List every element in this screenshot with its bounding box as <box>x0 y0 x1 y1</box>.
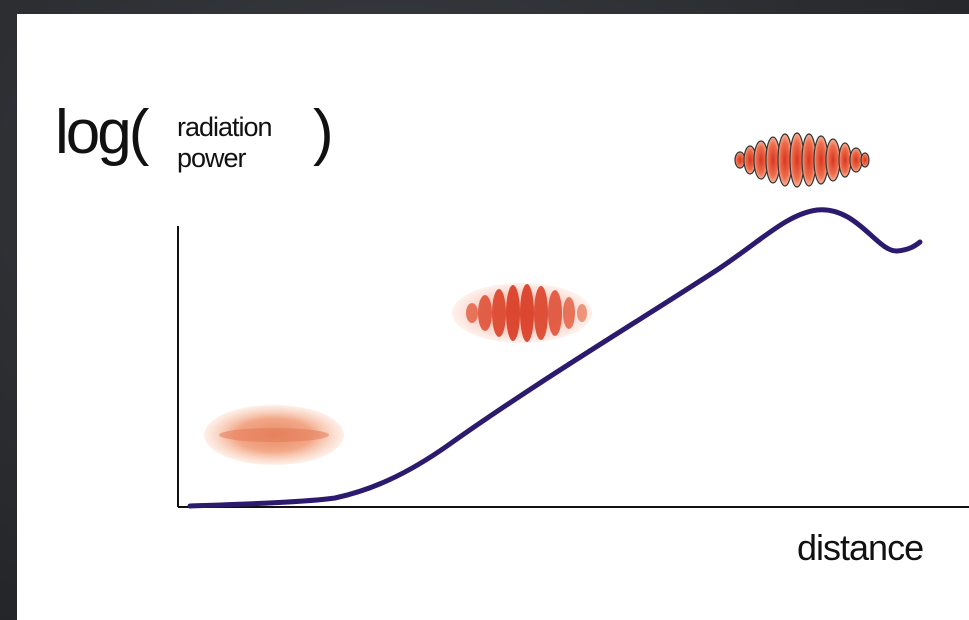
y-axis-label-prefix: log( <box>55 98 149 167</box>
radiation-power-curve <box>187 207 923 509</box>
y-axis-label-line1: radiation <box>177 112 273 142</box>
x-axis-label: distance <box>797 527 924 568</box>
radiation-power-diagram <box>177 132 969 509</box>
slide-canvas: log( radiation power ) distance <box>17 14 969 620</box>
electron-bunch-unbunched <box>204 405 344 465</box>
electron-bunch-saturated <box>734 132 870 188</box>
electron-bunch-partial <box>452 283 592 343</box>
y-axis-label-line2: power <box>177 143 247 173</box>
y-axis-label-quantity: radiation power <box>177 112 273 174</box>
y-axis-label-suffix: ) <box>313 98 334 167</box>
